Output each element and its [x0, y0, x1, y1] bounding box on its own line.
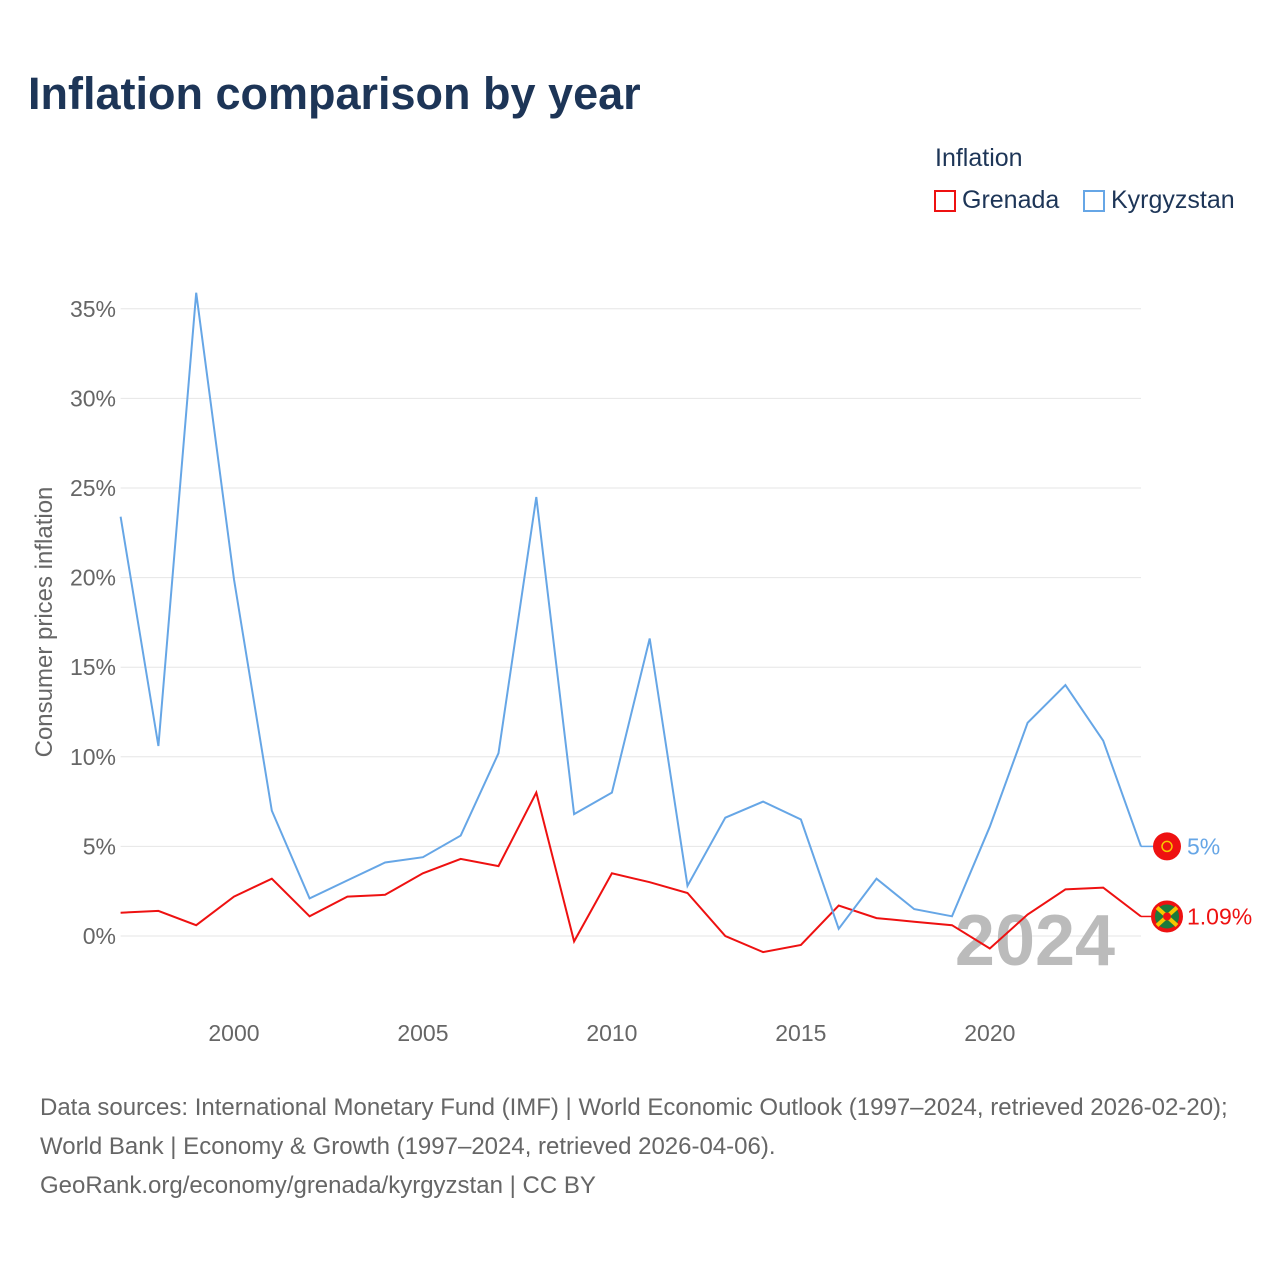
legend-label: Kyrgyzstan — [1111, 186, 1235, 214]
y-tick-label: 10% — [70, 744, 116, 770]
x-tick-label: 2000 — [208, 1020, 259, 1046]
legend-item-kyrgyzstan[interactable]: Kyrgyzstan — [1083, 186, 1235, 215]
flag-circle — [1153, 832, 1181, 861]
legend-swatch-grenada — [934, 189, 956, 212]
y-tick-label: 30% — [70, 385, 116, 411]
legend-swatch-kyrgyzstan — [1083, 189, 1105, 212]
chart-title: Inflation comparison by year — [28, 68, 641, 119]
y-tick-label: 25% — [70, 475, 116, 501]
y-tick-label: 35% — [70, 296, 116, 322]
year-watermark: 2024 — [955, 901, 1115, 981]
x-tick-label: 2005 — [397, 1020, 448, 1046]
source-note: Data sources: International Monetary Fun… — [40, 1088, 1250, 1205]
x-tick-label: 2010 — [586, 1020, 637, 1046]
flag-center — [1163, 912, 1171, 921]
flag-sun — [1161, 840, 1173, 853]
y-tick-label: 0% — [83, 923, 116, 949]
source-text: Data sources: International Monetary Fun… — [40, 1094, 1228, 1160]
flag-icon-grenada — [1151, 900, 1183, 933]
flag-icon-kyrgyzstan — [1153, 832, 1181, 861]
legend-item-grenada[interactable]: Grenada — [934, 186, 1059, 215]
x-tick-label: 2020 — [964, 1020, 1015, 1046]
y-axis-label: Consumer prices inflation — [31, 487, 58, 758]
y-tick-label: 20% — [70, 565, 116, 591]
end-value-label: 5% — [1187, 833, 1220, 859]
x-tick-label: 2015 — [775, 1020, 826, 1046]
y-tick-label: 15% — [70, 654, 116, 680]
series-line-grenada — [120, 789, 1142, 954]
legend-label: Grenada — [962, 186, 1060, 214]
end-value-label: 1.09% — [1187, 903, 1252, 929]
y-tick-label: 5% — [83, 833, 116, 859]
series-line-kyrgyzstan — [119, 292, 1142, 931]
legend-title: Inflation — [935, 144, 1023, 172]
source-url[interactable]: GeoRank.org/economy/grenada/kyrgyzstan |… — [40, 1172, 596, 1199]
